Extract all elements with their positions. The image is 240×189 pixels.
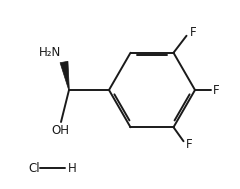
Text: F: F <box>186 138 192 151</box>
Polygon shape <box>60 61 69 90</box>
Text: F: F <box>213 84 220 97</box>
Text: OH: OH <box>51 124 69 137</box>
Text: H: H <box>68 161 77 174</box>
Text: F: F <box>190 26 196 39</box>
Text: Cl: Cl <box>28 161 40 174</box>
Text: H₂N: H₂N <box>39 46 61 59</box>
